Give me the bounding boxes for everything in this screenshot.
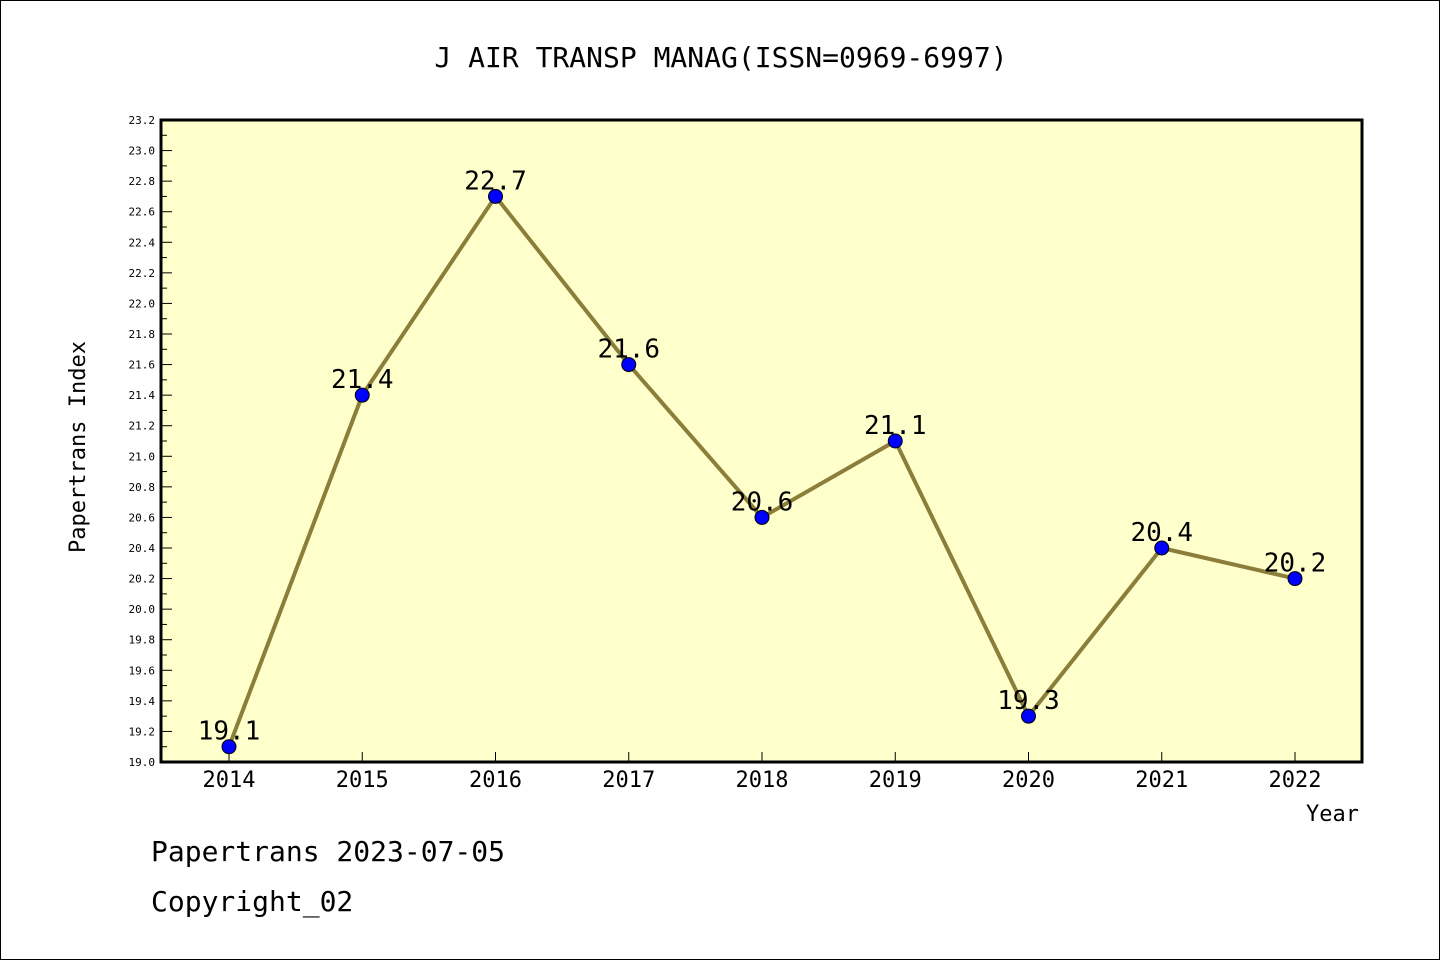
x-axis-label: Year xyxy=(1306,802,1359,827)
y-tick-label: 21.6 xyxy=(129,359,156,372)
x-tick-label: 2022 xyxy=(1269,768,1322,793)
y-tick-label: 22.4 xyxy=(129,236,156,249)
data-label: 20.4 xyxy=(1130,518,1193,548)
y-tick-label: 20.0 xyxy=(129,603,156,616)
x-tick-label: 2021 xyxy=(1135,768,1188,793)
footer-date-text: Papertrans 2023-07-05 xyxy=(151,835,506,868)
y-tick-label: 21.2 xyxy=(129,420,156,433)
y-tick-label: 20.2 xyxy=(129,573,156,586)
data-label: 20.2 xyxy=(1264,549,1327,579)
y-tick-label: 22.2 xyxy=(129,267,156,280)
y-tick-label: 23.2 xyxy=(129,114,156,127)
y-axis-ticks: 19.0 19.2 19.4 19.6 19.8 20.0 20.2 20.4 20.6 20.8… xyxy=(129,114,172,769)
x-tick-label: 2019 xyxy=(869,768,922,793)
data-point xyxy=(1287,571,1303,587)
x-tick-label: 2017 xyxy=(602,768,655,793)
y-tick-label: 22.0 xyxy=(129,297,156,310)
x-tick-label: 2020 xyxy=(1002,768,1055,793)
data-label: 19.1 xyxy=(198,717,261,747)
data-point xyxy=(354,387,370,403)
y-tick-label: 20.4 xyxy=(129,542,156,555)
data-label: 21.1 xyxy=(864,411,927,441)
data-label: 21.4 xyxy=(331,365,394,395)
data-point xyxy=(221,739,237,755)
x-tick-label: 2016 xyxy=(469,768,522,793)
y-tick-label: 19.6 xyxy=(129,664,156,677)
plot-area xyxy=(159,118,1364,764)
y-tick-label: 19.2 xyxy=(129,725,156,738)
data-label: 20.6 xyxy=(731,487,794,517)
x-tick-label: 2015 xyxy=(336,768,389,793)
data-point xyxy=(1154,540,1170,556)
y-tick-label: 23.0 xyxy=(129,145,156,158)
x-tick-label: 2014 xyxy=(203,768,256,793)
y-tick-label: 19.4 xyxy=(129,695,156,708)
y-tick-label: 20.8 xyxy=(129,481,156,494)
data-label: 22.7 xyxy=(464,166,527,196)
y-tick-label: 22.6 xyxy=(129,206,156,219)
footer-copyright-text: Copyright_02 xyxy=(151,885,354,918)
x-tick-label: 2018 xyxy=(736,768,789,793)
x-axis-ticks: 2014 2015 2016 2017 2018 2019 2020 2021 2022 xyxy=(203,752,1322,793)
y-tick-label: 21.8 xyxy=(129,328,156,341)
data-label: 21.6 xyxy=(597,335,660,365)
data-point xyxy=(754,509,770,525)
data-point xyxy=(488,188,503,204)
data-markers xyxy=(221,188,1303,755)
data-point xyxy=(887,433,903,449)
chart-title: J AIR TRANSP MANAG(ISSN=0969-6997) xyxy=(434,41,1007,74)
y-tick-label: 20.6 xyxy=(129,511,156,524)
y-tick-label: 22.8 xyxy=(129,175,156,188)
y-tick-label: 21.4 xyxy=(129,389,156,402)
data-point xyxy=(1021,708,1036,724)
y-axis-label: Papertrans Index xyxy=(66,341,91,553)
data-labels: 19.1 21.4 22.7 21.6 20.6 21.1 19.3 20.4 20.2 xyxy=(198,166,1327,746)
y-tick-label: 19.8 xyxy=(129,634,156,647)
y-tick-label: 21.0 xyxy=(129,450,156,463)
data-label: 19.3 xyxy=(997,686,1060,716)
data-point xyxy=(621,357,637,373)
y-tick-label: 19.0 xyxy=(129,756,156,769)
